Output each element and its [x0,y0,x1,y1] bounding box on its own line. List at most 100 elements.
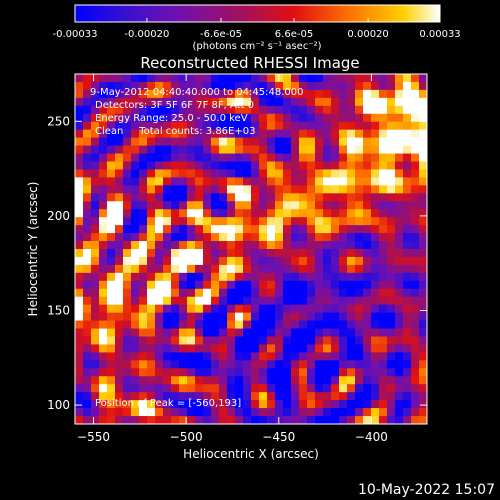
heatmap-cell [147,256,156,266]
heatmap-cell [379,336,388,345]
heatmap-cell [227,97,236,107]
heatmap-cell [315,336,324,345]
heatmap-cell [307,320,316,329]
heatmap-cell [147,201,156,210]
heatmap-cell [275,105,284,115]
heatmap-cell [83,256,92,266]
heatmap-cell [171,344,180,353]
heatmap-cell [243,328,252,337]
heatmap-cell [275,400,284,409]
heatmap-cell [291,121,300,131]
heatmap-cell [299,256,308,266]
heatmap-cell [203,256,212,266]
heatmap-cell [211,129,220,139]
heatmap-cell [227,217,236,226]
heatmap-cell [139,185,148,194]
heatmap-cell [147,153,156,162]
heatmap-cell [163,344,172,353]
heatmap-cell [211,105,220,115]
heatmap-cell [123,304,132,314]
heatmap-cell [323,408,332,417]
heatmap-cell [83,360,92,369]
heatmap-cell [131,384,140,393]
heatmap-cell [387,400,396,409]
heatmap-cell [379,201,388,210]
heatmap-cell [291,392,300,401]
heatmap-cell [347,256,356,266]
heatmap-cell [331,105,340,115]
heatmap-cell [387,161,396,170]
heatmap-cell [363,264,372,274]
heatmap-cell [387,392,396,401]
annotation-peak-position: Position of Peak = [-560,193] [95,398,241,409]
heatmap-cell [323,296,332,306]
heatmap-cell [347,161,356,170]
heatmap-cell [307,408,316,417]
heatmap-cell [147,113,156,123]
heatmap-cell [171,272,180,282]
heatmap-cell [219,296,228,306]
colorbar-tick-label: -0.00020 [124,29,169,40]
heatmap-cell [419,416,428,425]
heatmap-cell [323,360,332,369]
heatmap-cell [251,352,260,361]
heatmap-cell [203,328,212,337]
heatmap-cell [155,376,164,385]
annotation-time-range: 9-May-2012 04:40:40.000 to 04:45:48.000 [90,87,303,98]
heatmap-cell [115,193,124,202]
heatmap-cell [139,312,148,321]
heatmap-cell [83,296,92,306]
heatmap-cell [363,280,372,290]
heatmap-cell [179,121,188,131]
heatmap-cell [107,74,116,83]
heatmap-cell [75,145,84,154]
heatmap-cell [115,352,124,361]
heatmap-cell [403,241,412,250]
heatmap-cell [315,296,324,306]
heatmap-cell [283,280,292,290]
heatmap-cell [315,312,324,321]
heatmap-cell [211,296,220,306]
heatmap-cell [371,352,380,361]
heatmap-cell [251,344,260,353]
heatmap-cell [259,328,268,337]
heatmap-cell [99,368,108,377]
heatmap-cell [379,249,388,258]
heatmap-cell [139,368,148,377]
heatmap-cell [219,233,228,242]
heatmap-cell [99,304,108,314]
heatmap-cell [275,201,284,210]
heatmap-cell [363,320,372,329]
heatmap-cell [251,264,260,274]
heatmap-cell [219,416,228,425]
heatmap-cell [171,193,180,202]
heatmap-cell [203,280,212,290]
heatmap-cell [339,89,348,99]
heatmap-cell [243,320,252,329]
heatmap-cell [171,296,180,306]
heatmap-cell [259,169,268,178]
heatmap-cell [331,129,340,139]
heatmap-cell [83,344,92,353]
heatmap-cell [195,280,204,290]
heatmap-cell [371,105,380,115]
heatmap-cell [315,153,324,162]
heatmap-cell [355,344,364,353]
heatmap-cell [275,137,284,146]
heatmap-cell [107,201,116,210]
heatmap-cell [307,105,316,115]
heatmap-cell [267,113,276,123]
heatmap-cell [235,288,244,298]
heatmap-cell [219,113,228,123]
heatmap-cell [91,328,100,337]
heatmap-cell [339,328,348,337]
heatmap-cell [275,304,284,314]
heatmap-cell [267,201,276,210]
heatmap-cell [123,416,132,425]
heatmap-cell [243,256,252,266]
heatmap-cell [275,193,284,202]
heatmap-cell [267,320,276,329]
heatmap-cell [75,185,84,194]
heatmap-cell [371,121,380,131]
